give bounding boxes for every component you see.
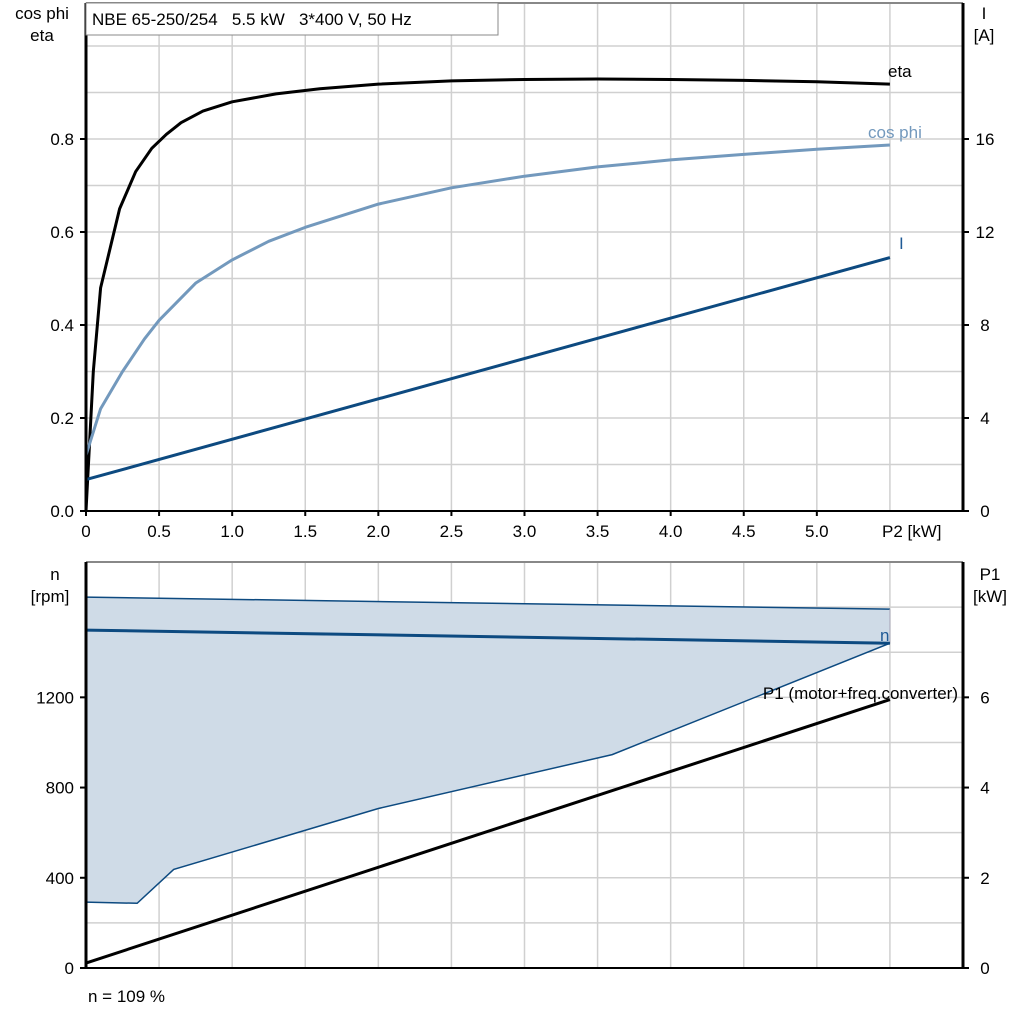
bottom-y2label-1: P1 bbox=[980, 565, 1001, 584]
y2-tick-label: 0 bbox=[980, 959, 989, 978]
y-tick-label: 800 bbox=[46, 779, 74, 798]
series-label: cos phi bbox=[868, 123, 922, 142]
x-tick-label: 5.0 bbox=[805, 522, 829, 541]
y2-tick-label: 16 bbox=[976, 130, 995, 149]
range-upper-edge bbox=[85, 596, 890, 610]
series-line-n bbox=[85, 628, 890, 645]
chart-title: NBE 65-250/254 5.5 kW 3*400 V, 50 Hz bbox=[92, 10, 412, 29]
y-tick-label: 0 bbox=[65, 959, 74, 978]
top-ylabel-2: eta bbox=[30, 26, 54, 45]
bottom-ylabel-2: [rpm] bbox=[31, 587, 70, 606]
y-tick-label: 0.4 bbox=[50, 316, 74, 335]
y2-tick-label: 4 bbox=[980, 409, 989, 428]
top-y2label-2: [A] bbox=[974, 26, 995, 45]
top-chart-eta-cosphi-current: eta cos phi I 0.0 0.2 0.4 0.6 0.8 0 4 8 12 16 0 0.5 1.0… bbox=[50, 2, 995, 541]
operating-range-band bbox=[86, 597, 890, 904]
y2-tick-label: 4 bbox=[980, 779, 989, 798]
y2-tick-label: 2 bbox=[980, 869, 989, 888]
range-lower-edge bbox=[85, 642, 891, 905]
bottom-ylabel-1: n bbox=[50, 565, 59, 584]
y-tick-label: 0.0 bbox=[50, 502, 74, 521]
series-line-p1-motor-freq-converter- bbox=[85, 698, 891, 965]
y2-tick-label: 12 bbox=[976, 223, 995, 242]
title-box bbox=[85, 2, 499, 36]
top-xlabel: P2 [kW] bbox=[882, 522, 942, 541]
y2-tick-label: 0 bbox=[980, 502, 989, 521]
series-label: P1 (motor+freq.converter) bbox=[763, 684, 958, 703]
series-label: n bbox=[880, 626, 889, 645]
x-tick-label: 0 bbox=[81, 522, 90, 541]
bottom-chart-speed-power: n P1 (motor+freq.converter) 0 400 800 1200 0 2 4… bbox=[36, 561, 990, 978]
x-tick-label: 4.0 bbox=[659, 522, 683, 541]
y-tick-label: 400 bbox=[46, 869, 74, 888]
bottom-y2label-2: [kW] bbox=[973, 587, 1007, 606]
series-line-eta bbox=[84, 77, 890, 512]
x-tick-label: 2.0 bbox=[367, 522, 391, 541]
y-tick-label: 1200 bbox=[36, 688, 74, 707]
x-tick-label: 3.5 bbox=[586, 522, 610, 541]
x-tick-label: 4.5 bbox=[732, 522, 756, 541]
top-y2label-1: I bbox=[982, 4, 987, 23]
x-tick-label: 1.0 bbox=[220, 522, 244, 541]
top-ylabel-1: cos phi bbox=[15, 4, 69, 23]
x-tick-label: 0.5 bbox=[147, 522, 171, 541]
y2-tick-label: 8 bbox=[980, 316, 989, 335]
series-label: I bbox=[899, 234, 904, 253]
series-line-cos-phi bbox=[84, 143, 891, 456]
x-tick-label: 3.0 bbox=[513, 522, 537, 541]
series-line-i bbox=[85, 256, 891, 482]
x-tick-label: 1.5 bbox=[293, 522, 317, 541]
annotation-speed-percent: n = 109 % bbox=[88, 987, 165, 1006]
y-tick-label: 0.8 bbox=[50, 130, 74, 149]
y2-tick-label: 6 bbox=[980, 688, 989, 707]
y-tick-label: 0.6 bbox=[50, 223, 74, 242]
y-tick-label: 0.2 bbox=[50, 409, 74, 428]
series-label: eta bbox=[888, 62, 912, 81]
x-tick-label: 2.5 bbox=[440, 522, 464, 541]
